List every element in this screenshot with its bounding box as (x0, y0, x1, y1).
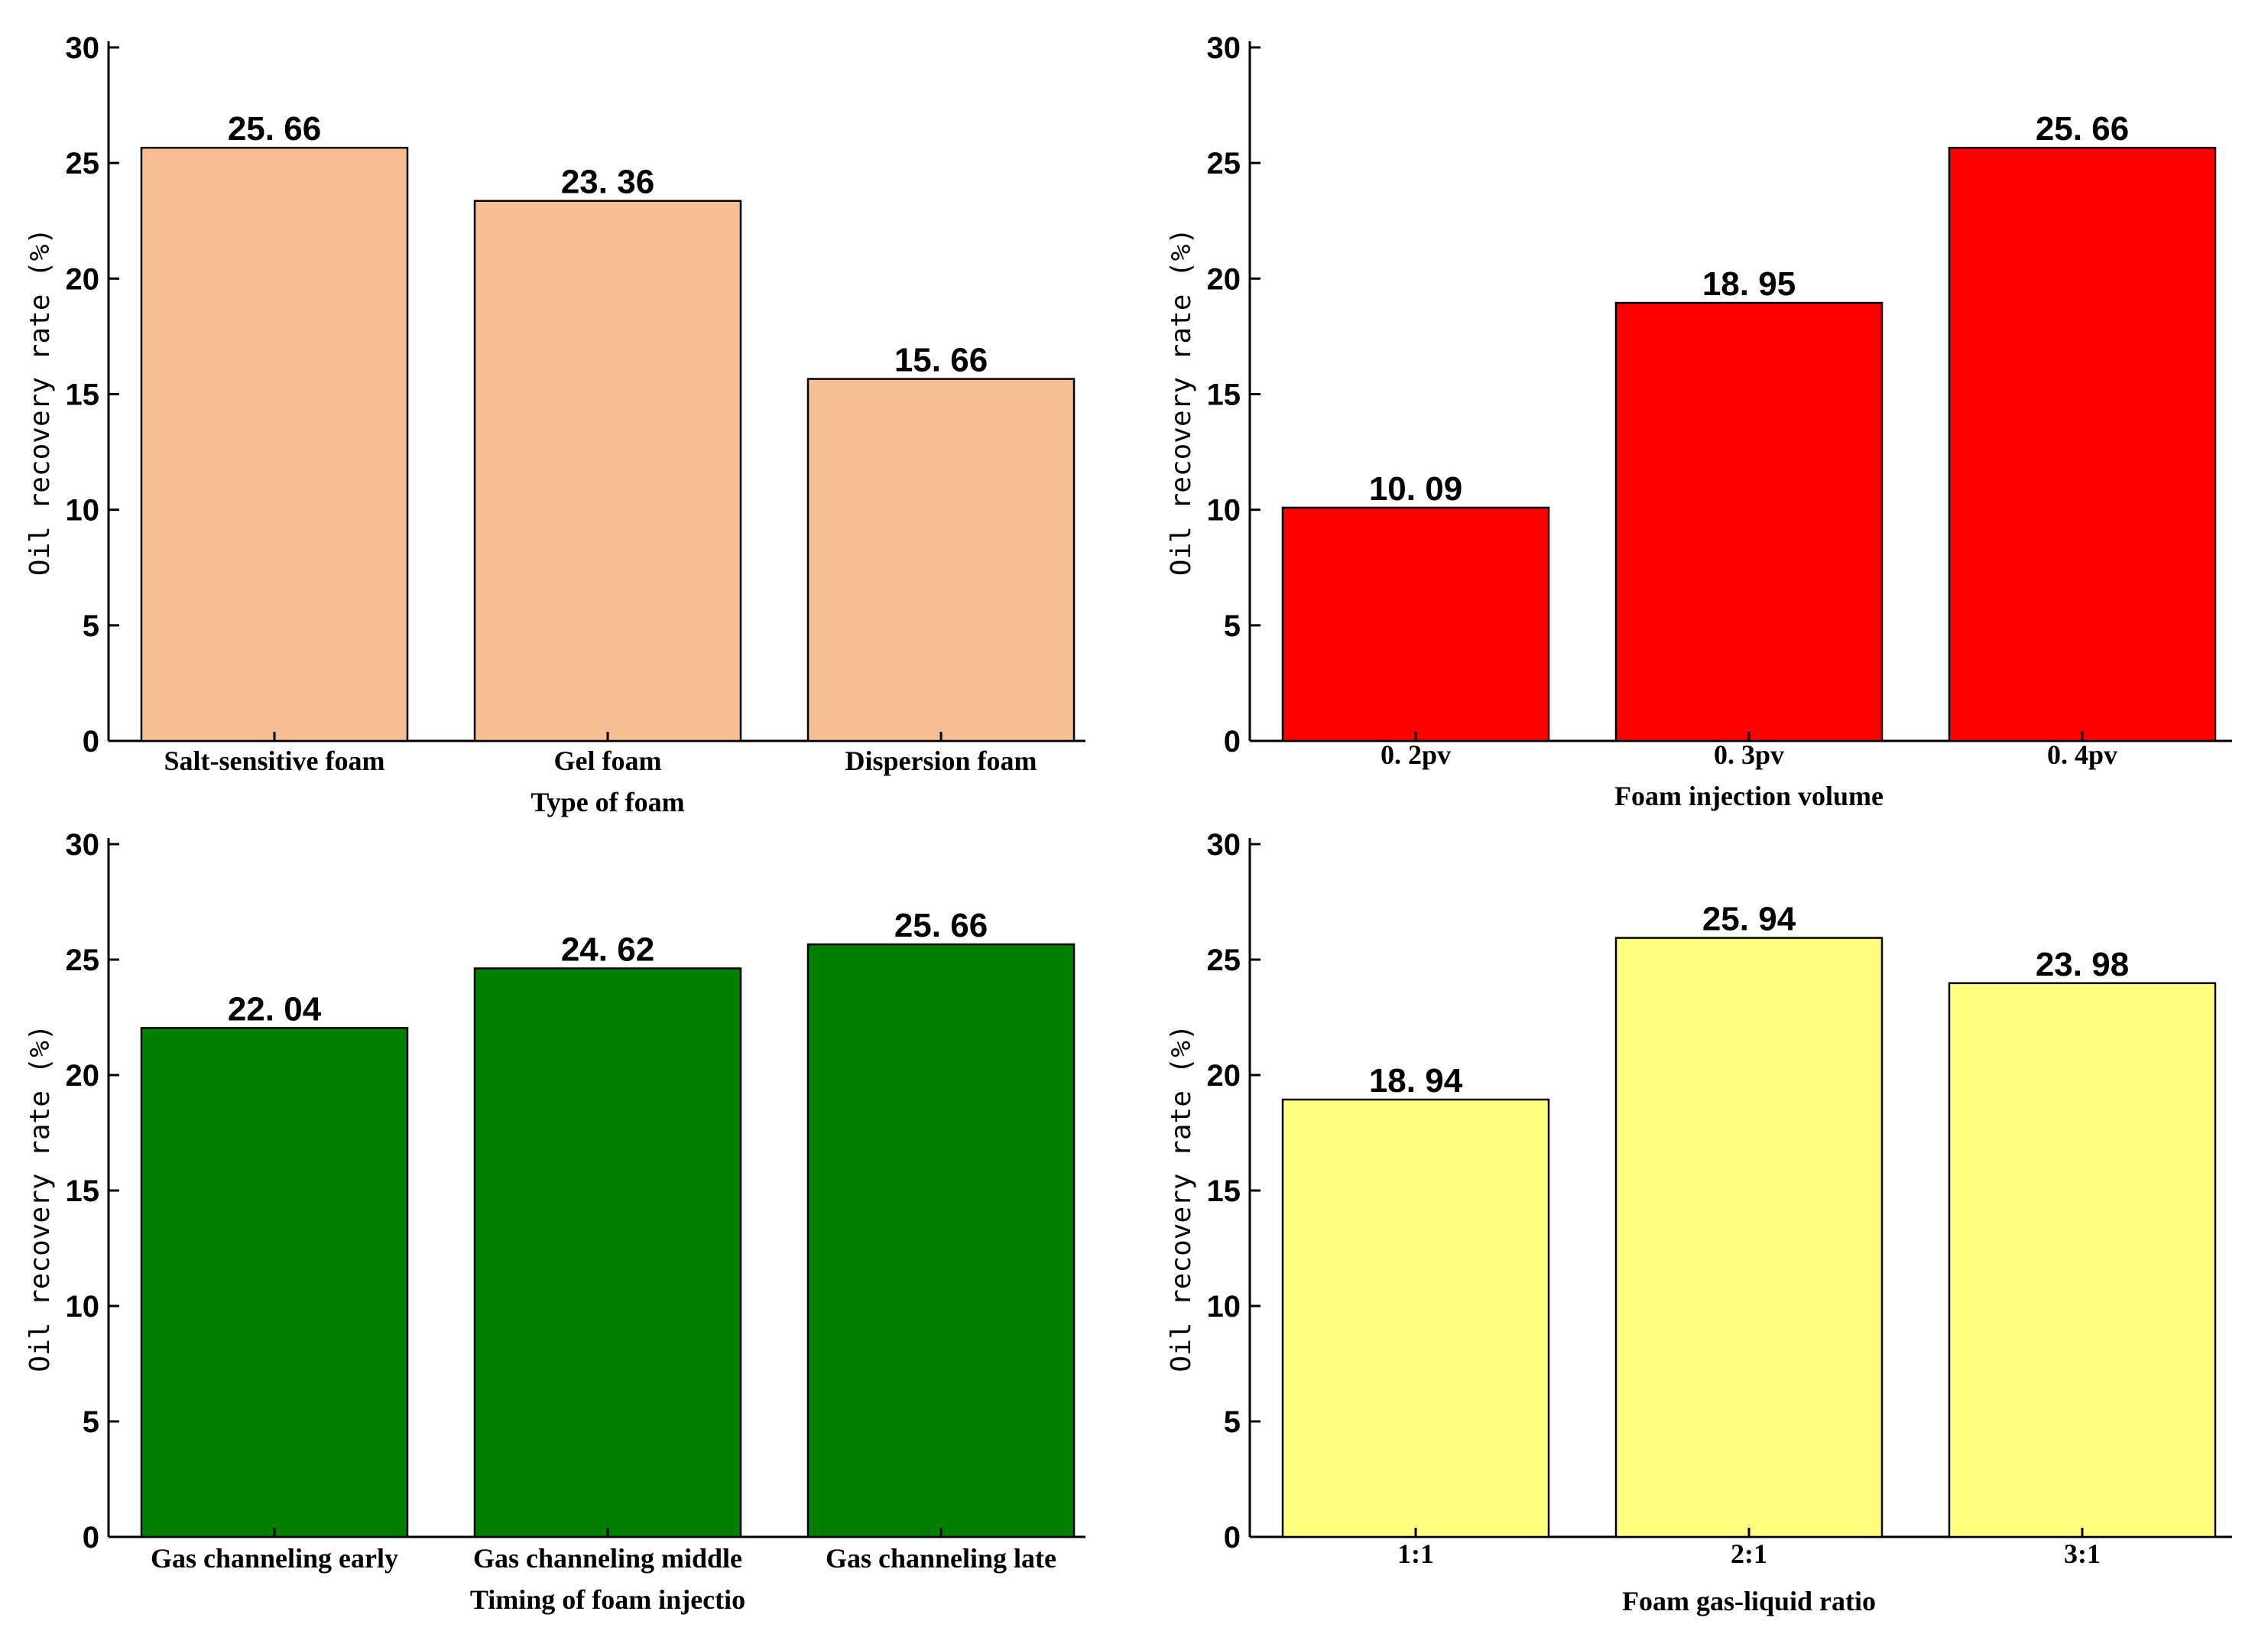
x-axis-title: Timing of foam injectio (470, 1584, 745, 1615)
x-tick-label: 1:1 (1397, 1538, 1434, 1569)
x-tick-label: 2:1 (1731, 1538, 1767, 1569)
x-tick-label: Salt-sensitive foam (164, 746, 385, 776)
data-label: 25. 66 (228, 110, 321, 148)
y-tick-label: 0 (1224, 1521, 1241, 1554)
chart-panel-2: 0 5 10 15 20 25 30 Oil recovery rate (%) 10. 09 0… (1166, 31, 2232, 811)
data-label: 23. 36 (561, 164, 654, 201)
x-axis-title: Foam gas-liquid ratio (1622, 1586, 1876, 1616)
bar (1614, 937, 1884, 1538)
x-tick-label: 0. 3pv (1714, 739, 1784, 770)
x-tick-label: Gas channeling middle (473, 1543, 742, 1574)
data-label: 25. 66 (894, 907, 988, 944)
y-tick-label: 20 (66, 1059, 100, 1093)
y-axis-title: Oil recovery rate (%) (24, 228, 56, 576)
bar (1281, 506, 1550, 742)
y-tick-label: 30 (66, 31, 100, 65)
x-tick-label: Gel foam (554, 746, 662, 776)
data-label: 25. 94 (1702, 901, 1796, 938)
y-tick-label: 20 (1207, 1059, 1241, 1093)
y-tick-label: 20 (66, 262, 100, 296)
bar (140, 146, 409, 742)
y-tick-label: 10 (1207, 1290, 1241, 1324)
bar (1948, 146, 2217, 742)
y-tick-label: 15 (1207, 378, 1241, 412)
x-tick-label: 3:1 (2064, 1538, 2101, 1569)
x-tick-label: Gas channeling late (826, 1543, 1056, 1574)
bar (806, 378, 1076, 742)
y-tick-label: 30 (1207, 828, 1241, 862)
data-label: 25. 66 (2036, 110, 2129, 148)
bar (140, 1027, 409, 1538)
data-label: 10. 09 (1369, 470, 1462, 508)
x-tick-label: 0. 4pv (2047, 739, 2117, 770)
y-tick-label: 10 (1207, 494, 1241, 528)
y-tick-label: 25 (1207, 147, 1241, 180)
x-tick-label: Dispersion foam (845, 746, 1037, 776)
y-tick-label: 5 (83, 1405, 99, 1439)
y-tick-label: 10 (66, 1290, 100, 1324)
y-tick-label: 25 (1207, 944, 1241, 977)
bar (473, 967, 742, 1538)
y-axis-title: Oil recovery rate (%) (1166, 1024, 1197, 1372)
y-tick-label: 5 (83, 609, 99, 643)
y-tick-label: 30 (1207, 31, 1241, 65)
x-axis-title: Type of foam (530, 787, 684, 817)
bar (1281, 1098, 1550, 1538)
bar (806, 943, 1076, 1538)
y-tick-label: 15 (1207, 1174, 1241, 1208)
chart-panel-1: 0 5 10 15 20 25 30 Oil recovery rate (%) 25. 66 S… (24, 31, 1085, 817)
x-tick-label: Gas channeling early (151, 1543, 398, 1574)
y-tick-label: 5 (1224, 609, 1241, 643)
data-label: 15. 66 (894, 342, 988, 379)
y-tick-label: 5 (1224, 1405, 1241, 1439)
chart-panel-3: 0 5 10 15 20 25 30 Oil recovery rate (%) 22. 04 G… (24, 828, 1085, 1615)
data-label: 18. 95 (1702, 265, 1796, 303)
data-label: 22. 04 (228, 990, 322, 1028)
chart-panel-4: 0 5 10 15 20 25 30 Oil recovery rate (%) 18. 94 1… (1166, 828, 2232, 1616)
y-tick-label: 0 (1224, 725, 1241, 759)
y-tick-label: 15 (66, 378, 100, 412)
y-axis-title: Oil recovery rate (%) (24, 1024, 56, 1372)
data-label: 24. 62 (561, 931, 654, 968)
y-tick-label: 25 (66, 147, 100, 180)
bar (473, 200, 742, 742)
y-tick-label: 10 (66, 494, 100, 528)
y-axis-title: Oil recovery rate (%) (1166, 228, 1197, 576)
bar (1948, 982, 2217, 1538)
data-label: 18. 94 (1369, 1062, 1463, 1100)
bar (1614, 301, 1884, 742)
x-axis-title: Foam injection volume (1614, 781, 1884, 811)
y-tick-label: 25 (66, 944, 100, 977)
y-tick-label: 0 (83, 725, 99, 759)
data-label: 23. 98 (2036, 946, 2129, 983)
y-tick-label: 20 (1207, 262, 1241, 296)
x-tick-label: 0. 2pv (1381, 739, 1451, 770)
y-tick-label: 15 (66, 1174, 100, 1208)
y-tick-label: 0 (83, 1521, 99, 1554)
y-tick-label: 30 (66, 828, 100, 862)
